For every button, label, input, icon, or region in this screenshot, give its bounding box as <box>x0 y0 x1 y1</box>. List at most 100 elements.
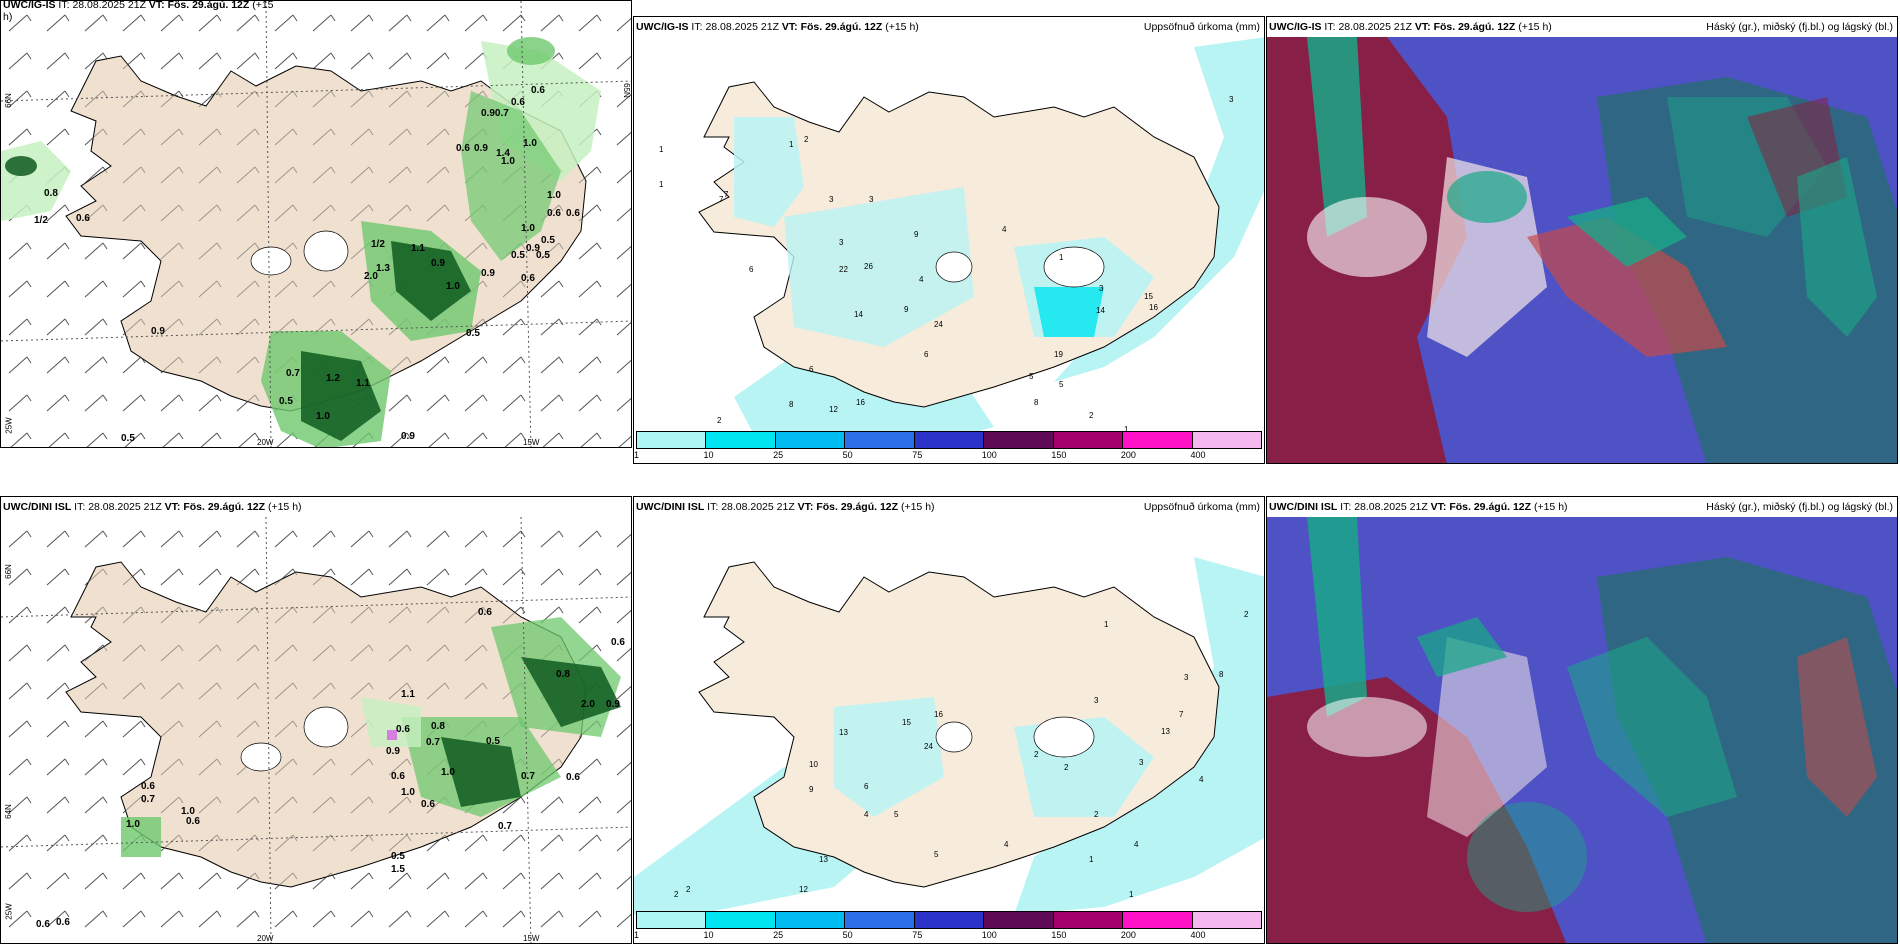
colorbar-label: 200 <box>1120 930 1136 940</box>
svg-text:0.8: 0.8 <box>556 669 570 680</box>
svg-text:0.5: 0.5 <box>511 250 525 261</box>
svg-text:0.6: 0.6 <box>511 97 525 108</box>
svg-text:1.0: 1.0 <box>547 190 561 201</box>
colorbar-swatch <box>984 912 1054 928</box>
colorbar-label: 400 <box>1190 930 1206 940</box>
svg-text:0.6: 0.6 <box>566 208 580 219</box>
svg-text:8: 8 <box>1034 398 1039 407</box>
precip-colorbar: 1 10 25 50 75 100 150 200 400 <box>634 431 1262 460</box>
lon-label-20w: 20W <box>257 438 274 447</box>
colorbar-swatch <box>637 912 707 928</box>
svg-text:1.5: 1.5 <box>391 864 405 875</box>
svg-text:1.1: 1.1 <box>411 243 425 254</box>
svg-text:6: 6 <box>924 350 929 359</box>
svg-text:1.0: 1.0 <box>401 787 415 798</box>
svg-text:1.0: 1.0 <box>126 819 140 830</box>
svg-text:0.6: 0.6 <box>547 208 561 219</box>
colorbar-swatch <box>984 432 1054 448</box>
svg-text:6: 6 <box>809 365 814 374</box>
svg-text:0.6: 0.6 <box>611 637 625 648</box>
lon-label-20w: 20W <box>257 934 274 943</box>
svg-text:0.7: 0.7 <box>498 821 512 832</box>
panel-wind-igis: UWC/IG-IS IT: 28.08.2025 21Z VT: Fös. 29… <box>0 0 632 448</box>
colorbar-label: 25 <box>773 930 784 940</box>
svg-text:14: 14 <box>1096 306 1105 315</box>
colorbar-swatch <box>1192 432 1261 448</box>
svg-text:5: 5 <box>1059 380 1064 389</box>
svg-text:2: 2 <box>1034 750 1039 759</box>
svg-text:15: 15 <box>1144 292 1153 301</box>
cloud-map <box>1267 37 1897 463</box>
lon-label-25w: 25W <box>4 903 14 920</box>
svg-text:2: 2 <box>674 890 679 899</box>
svg-text:26: 26 <box>864 262 873 271</box>
panel-title-right: Háský (gr.), miðský (fj.bl.) og lágský (… <box>1706 21 1893 33</box>
svg-text:2: 2 <box>686 885 691 894</box>
svg-text:0.5: 0.5 <box>536 250 550 261</box>
colorbar-swatch <box>845 912 915 928</box>
svg-text:0.6: 0.6 <box>141 781 155 792</box>
panel-header: UWC/DINI ISL IT: 28.08.2025 21Z VT: Fös.… <box>1269 501 1568 513</box>
panel-precip-dini: UWC/DINI ISL IT: 28.08.2025 21Z VT: Fös.… <box>633 496 1265 944</box>
svg-text:13: 13 <box>819 855 828 864</box>
colorbar-swatch <box>706 432 776 448</box>
panel-wind-dini: UWC/DINI ISL IT: 28.08.2025 21Z VT: Fös.… <box>0 496 632 944</box>
svg-text:0.7: 0.7 <box>426 737 440 748</box>
panel-header: UWC/IG-IS IT: 28.08.2025 21Z VT: Fös. 29… <box>1269 21 1552 33</box>
svg-text:12: 12 <box>799 885 808 894</box>
svg-text:5: 5 <box>934 850 939 859</box>
panel-header: UWC/DINI ISL IT: 28.08.2025 21Z VT: Fös.… <box>636 501 935 513</box>
svg-text:1.4: 1.4 <box>496 148 510 159</box>
svg-text:1.0: 1.0 <box>521 223 535 234</box>
colorbar-label: 1 <box>634 930 640 940</box>
svg-text:0.6: 0.6 <box>186 816 200 827</box>
svg-text:3: 3 <box>1139 758 1144 767</box>
svg-text:1: 1 <box>659 180 664 189</box>
svg-text:0.5: 0.5 <box>391 851 405 862</box>
colorbar-label: 100 <box>981 930 997 940</box>
colorbar-label: 400 <box>1190 450 1206 460</box>
svg-text:4: 4 <box>1134 840 1139 849</box>
svg-text:6: 6 <box>864 782 869 791</box>
svg-text:0.7: 0.7 <box>141 794 155 805</box>
svg-text:2: 2 <box>804 135 809 144</box>
wind-map: 0.6 0.90.7 0.6 1.0 0.6 0.9 1.4 1.0 0.8 1… <box>1 1 631 447</box>
panel-title-right: Uppsöfnuð úrkoma (mm) <box>1143 501 1260 513</box>
colorbar-label: 25 <box>773 450 784 460</box>
svg-text:1: 1 <box>1129 890 1134 899</box>
panel-title-right: Háský (gr.), miðský (fj.bl.) og lágský (… <box>1706 501 1893 513</box>
colorbar-swatch <box>637 432 707 448</box>
colorbar-swatch <box>914 912 985 928</box>
svg-text:1.1: 1.1 <box>401 689 415 700</box>
panel-header: UWC/IG-IS IT: 28.08.2025 21Z VT: Fös. 29… <box>3 0 274 23</box>
svg-text:6: 6 <box>749 265 754 274</box>
svg-text:1.0: 1.0 <box>523 138 537 149</box>
svg-text:0.7: 0.7 <box>286 368 300 379</box>
svg-text:10: 10 <box>809 760 818 769</box>
svg-text:0.9: 0.9 <box>431 258 445 269</box>
svg-text:0.6: 0.6 <box>566 772 580 783</box>
colorbar-label: 150 <box>1051 450 1067 460</box>
panel-title-right: Uppsöfnuð úrkoma (mm) <box>1143 21 1260 33</box>
panel-header: UWC/IG-IS IT: 28.08.2025 21Z VT: Fös. 29… <box>636 21 919 33</box>
svg-text:0.9: 0.9 <box>481 268 495 279</box>
svg-text:0.5: 0.5 <box>486 736 500 747</box>
colorbar-swatch <box>1192 912 1261 928</box>
svg-text:0.6: 0.6 <box>478 607 492 618</box>
colorbar-swatch <box>1123 912 1193 928</box>
svg-text:8: 8 <box>789 400 794 409</box>
colorbar-swatch <box>1053 432 1124 448</box>
svg-text:0.6: 0.6 <box>36 919 50 930</box>
svg-text:22: 22 <box>839 265 848 274</box>
svg-text:0.9: 0.9 <box>526 243 540 254</box>
svg-text:0.6: 0.6 <box>76 213 90 224</box>
svg-text:1: 1 <box>789 140 794 149</box>
svg-text:16: 16 <box>1149 303 1158 312</box>
panel-precip-igis: UWC/IG-IS IT: 28.08.2025 21Z VT: Fös. 29… <box>633 16 1265 464</box>
colorbar-label: 200 <box>1120 450 1136 460</box>
svg-text:1.0: 1.0 <box>316 411 330 422</box>
lat-label-64n: 64N <box>3 804 13 819</box>
svg-text:0.5: 0.5 <box>279 396 293 407</box>
svg-text:1: 1 <box>1059 253 1064 262</box>
svg-text:12: 12 <box>829 405 838 414</box>
